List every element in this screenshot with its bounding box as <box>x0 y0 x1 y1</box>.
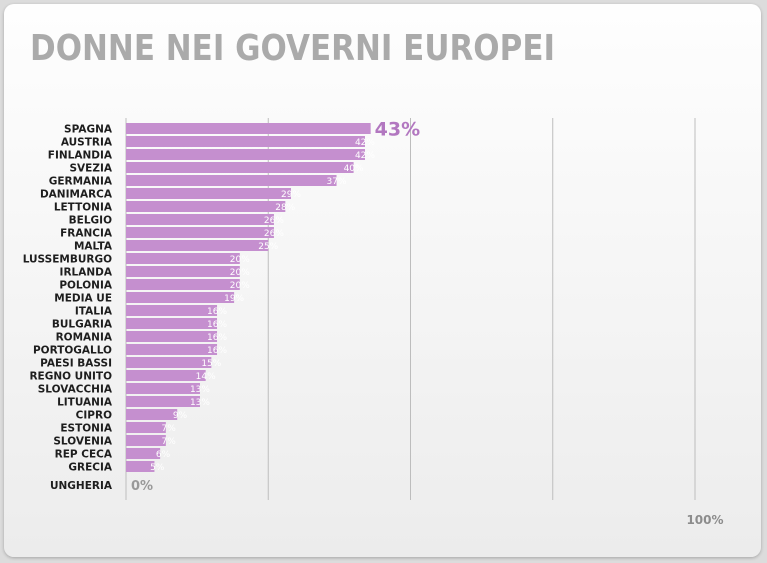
chart-title: DONNE NEI GOVERNI EUROPEI <box>30 28 555 69</box>
bar <box>126 240 269 251</box>
bar <box>126 448 161 459</box>
category-label: BELGIO <box>69 215 112 227</box>
bar <box>126 383 200 394</box>
value-label: 15% <box>201 359 221 369</box>
category-label: FINLANDIA <box>48 150 113 162</box>
bar <box>126 175 337 186</box>
category-label: FRANCIA <box>60 228 113 240</box>
category-label: ITALIA <box>75 306 113 318</box>
bar <box>126 344 218 355</box>
value-label: 7% <box>162 437 177 447</box>
bar <box>126 435 166 446</box>
value-label: 16% <box>207 307 227 317</box>
value-label: 25% <box>258 242 278 252</box>
value-label: 19% <box>224 294 244 304</box>
bar <box>126 162 354 173</box>
bar <box>126 357 212 368</box>
category-label: GERMANIA <box>49 176 113 188</box>
bar <box>126 279 240 290</box>
value-label: 7% <box>162 424 177 434</box>
category-label: SPAGNA <box>64 124 113 136</box>
value-label: 43% <box>375 119 420 141</box>
category-label: SLOVACCHIA <box>38 384 113 396</box>
category-label: CIPRO <box>76 410 112 422</box>
value-label: 42% <box>355 151 375 161</box>
value-label: 0% <box>131 479 153 494</box>
value-label: 13% <box>190 385 210 395</box>
bars <box>126 123 371 472</box>
category-label: REGNO UNITO <box>29 371 112 383</box>
bar <box>126 305 218 316</box>
value-label: 16% <box>207 320 227 330</box>
value-label: 26% <box>264 216 284 226</box>
category-label: REP CECA <box>55 449 113 461</box>
category-label: IRLANDA <box>60 267 113 279</box>
category-label: MEDIA UE <box>54 293 112 305</box>
bar <box>126 318 218 329</box>
bar <box>126 253 240 264</box>
labels: SPAGNA 43% AUSTRIA 42% FINLANDIA 42% SVEZIA 40%… <box>23 119 724 528</box>
category-label: MALTA <box>74 241 113 253</box>
value-label: 14% <box>196 372 216 382</box>
bar <box>126 136 365 147</box>
category-label: PAESI BASSI <box>40 358 112 370</box>
value-label: 26% <box>264 229 284 239</box>
value-label: 9% <box>173 411 188 421</box>
value-label: 20% <box>230 281 250 291</box>
value-label: 29% <box>281 190 301 200</box>
value-label: 28% <box>275 203 295 213</box>
category-label: GRECIA <box>68 462 112 474</box>
bar <box>126 266 240 277</box>
bar <box>126 188 292 199</box>
value-label: 42% <box>355 138 375 148</box>
value-label: 20% <box>230 268 250 278</box>
bar <box>126 331 218 342</box>
category-label: ROMANIA <box>56 332 113 344</box>
bar <box>126 396 200 407</box>
tick-label-100: 100% <box>686 513 723 527</box>
category-label: LETTONIA <box>54 202 113 214</box>
bar <box>126 370 206 381</box>
category-label: SVEZIA <box>69 163 112 175</box>
category-label: DANIMARCA <box>40 189 113 201</box>
value-label: 13% <box>190 398 210 408</box>
bar <box>126 422 166 433</box>
value-label: 6% <box>156 450 171 460</box>
value-label: 40% <box>344 164 364 174</box>
category-label: ESTONIA <box>60 423 113 435</box>
category-label: LUSSEMBURGO <box>23 254 112 266</box>
category-label: BULGARIA <box>52 319 113 331</box>
value-label: 16% <box>207 346 227 356</box>
category-label: POLONIA <box>59 280 113 292</box>
bar <box>126 123 371 134</box>
bar <box>126 409 178 420</box>
bar <box>126 461 155 472</box>
bar <box>126 227 274 238</box>
value-label: 20% <box>230 255 250 265</box>
category-label: LITUANIA <box>57 397 113 409</box>
value-label: 5% <box>150 463 165 473</box>
bar <box>126 214 274 225</box>
bar <box>126 201 286 212</box>
value-label: 37% <box>327 177 347 187</box>
bar <box>126 149 365 160</box>
category-label: UNGHERIA <box>50 480 113 492</box>
category-label: AUSTRIA <box>61 137 113 149</box>
bar <box>126 292 235 303</box>
category-label: PORTOGALLO <box>33 345 112 357</box>
category-label: SLOVENIA <box>53 436 113 448</box>
value-label: 16% <box>207 333 227 343</box>
